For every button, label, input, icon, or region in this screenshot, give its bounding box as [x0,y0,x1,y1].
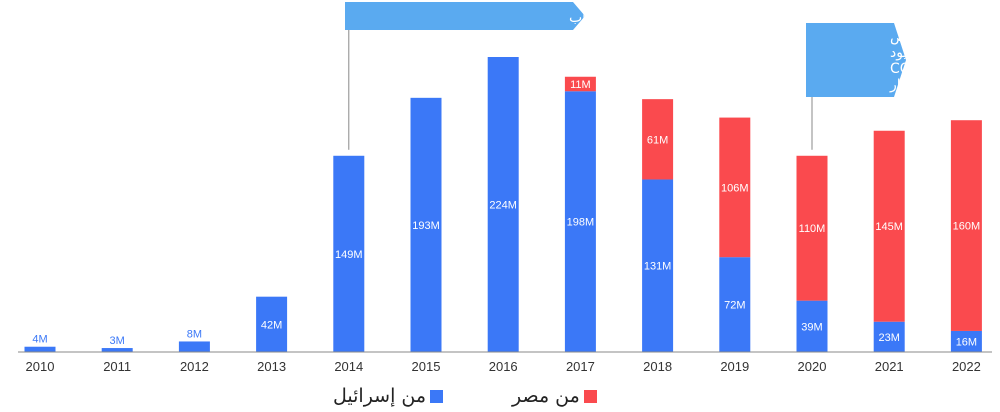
annotation-box-2014 [345,2,585,30]
bar-label-egypt-2020: 110M [799,223,826,235]
bar-israel-2014 [333,155,365,352]
bar-israel-2019 [719,257,751,352]
x-tick-label-2018: 2018 [643,359,672,374]
bar-israel-2011 [101,348,133,352]
bar-israel-2018 [642,179,674,352]
bar-egypt-2022 [950,120,982,331]
legend-label-egypt: من مصر [512,385,580,407]
x-tick-label-2022: 2022 [952,359,981,374]
bar-label-egypt-2019: 106M [721,182,749,194]
legend-swatch-israel [430,389,444,403]
annotation-box-2020 [806,23,906,97]
bar-israel-2020 [796,300,828,352]
bar-israel-2022 [950,330,982,352]
bar-egypt-2020 [796,155,828,301]
bar-label-israel-2020: 39M [801,321,822,333]
bar-label-israel-2016: 224M [489,200,517,212]
bar-egypt-2017 [564,76,596,92]
bar-israel-2015 [410,97,442,352]
bar-label-egypt-2021: 145M [875,221,903,233]
bar-egypt-2019 [719,117,751,258]
annotation-text-2020-0: تم فرض [890,29,939,45]
bar-label-israel-2015: 193M [412,220,440,232]
bar-israel-2017 [564,91,596,352]
x-tick-label-2016: 2016 [489,359,518,374]
bar-label-israel-2013: 42M [261,319,282,331]
bar-israel-2016 [487,57,519,352]
bar-israel-2010 [24,346,56,352]
bar-label-egypt-2017: 11M [570,79,591,91]
annotation-text-2020-1: قيود [890,45,914,61]
bar-label-egypt-2022: 160M [953,221,981,233]
bar-egypt-2018 [642,99,674,180]
bar-label-israel-2017: 198M [567,217,595,229]
bar-israel-2013 [256,296,288,352]
bar-label-israel-2014: 149M [335,249,363,261]
bars-group: 4M 3M 8M 42M 149M 193M 224M 198M 11M 131M 61M 72M 10… [24,57,982,352]
x-tick-label-2010: 2010 [26,359,55,374]
x-tick-label-2011: 2011 [103,359,131,374]
x-tick-label-2015: 2015 [412,359,441,374]
legend-label-israel: من إسرائيل [333,385,427,407]
bar-israel-2012 [178,341,210,352]
x-tick-label-2017: 2017 [566,359,595,374]
bar-label-israel-2018: 131M [644,261,672,273]
x-tick-label-2014: 2014 [334,359,363,374]
annotation-text-2020-3: منذ آذار [889,76,934,93]
x-tick-label-2019: 2019 [720,359,749,374]
annotation-text-2014-0: تصعيد الأعمال القتالية تموز - آب [569,8,756,26]
x-tick-label-2021: 2021 [875,359,904,374]
legend-item-egypt: من مصر [512,385,597,407]
x-tick-label-2012: 2012 [180,359,209,374]
bar-label-egypt-2018: 61M [647,134,668,146]
bar-egypt-2021 [873,130,905,322]
bar-israel-2021 [873,321,905,352]
bar-label-israel-2022: 16M [956,336,977,348]
bar-label-israel-2019: 72M [724,300,745,312]
annotations-group: تصعيد الأعمال القتالية تموز - آب تم فرضقي… [345,2,958,150]
x-axis-ticks: 2010 2011 2012 2013 2014 2015 2016 2017 2018 2019… [26,359,981,374]
bar-label-israel-2011: 3M [110,335,125,347]
bar-label-israel-2021: 23M [878,332,899,344]
x-tick-label-2020: 2020 [798,359,827,374]
bar-label-israel-2012: 8M [187,328,202,340]
bar-label-israel-2010: 4M [32,334,47,346]
legend-swatch-egypt [583,389,597,403]
legend-item-israel: من إسرائيل [333,385,444,407]
annotation-text-2020-2: COVID-19 [890,61,958,77]
x-tick-label-2013: 2013 [257,359,286,374]
